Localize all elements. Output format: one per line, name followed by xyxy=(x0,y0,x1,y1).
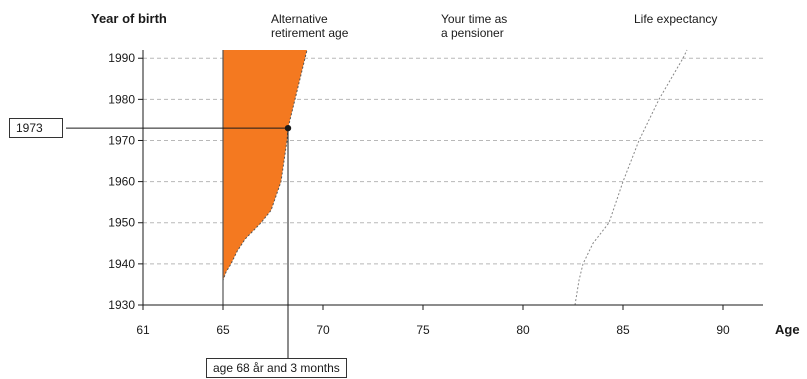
retirement-age-edge xyxy=(222,49,308,305)
age-marker-label: age 68 år and 3 months xyxy=(206,358,347,378)
series-layer xyxy=(222,49,688,306)
y-tick-label: 1930 xyxy=(108,298,135,312)
x-tick-label: 90 xyxy=(716,323,730,337)
x-axis-title: Age xyxy=(775,322,800,337)
x-tick-label: 80 xyxy=(516,323,530,337)
life-expectancy-line xyxy=(574,49,688,306)
marker-layer xyxy=(66,124,292,358)
x-tick-label: 75 xyxy=(416,323,430,337)
x-tick-label: 70 xyxy=(316,323,330,337)
header-retirement-line2: retirement age xyxy=(271,26,349,40)
header-retirement-line1: Alternative xyxy=(271,12,328,26)
header-pension-time-line1: Your time as xyxy=(441,12,508,26)
header-pension-time: Your time as a pensioner xyxy=(441,12,507,40)
year-marker-label: 1973 xyxy=(9,118,63,138)
y-axis-title: Year of birth xyxy=(91,11,167,26)
header-retirement: Alternative retirement age xyxy=(271,12,348,40)
y-tick-labels: 1930 1940 1950 1960 1970 1980 1990 xyxy=(108,51,135,312)
y-tick-label: 1970 xyxy=(108,133,135,147)
y-tick-label: 1990 xyxy=(108,51,135,65)
x-tick-label: 85 xyxy=(616,323,630,337)
retirement-age-area xyxy=(223,50,307,305)
axes xyxy=(138,50,763,310)
y-tick-label: 1960 xyxy=(108,175,135,189)
y-tick-label: 1980 xyxy=(108,92,135,106)
y-tick-label: 1950 xyxy=(108,216,135,230)
x-tick-label: 65 xyxy=(216,323,230,337)
header-pension-time-line2: a pensioner xyxy=(441,26,504,40)
header-life-expectancy: Life expectancy xyxy=(634,12,718,26)
y-tick-label: 1940 xyxy=(108,257,135,271)
x-tick-label: 61 xyxy=(136,323,150,337)
x-tick-labels: 61 65 70 75 80 85 90 xyxy=(136,323,730,337)
gridlines xyxy=(143,57,763,265)
marker-point xyxy=(284,124,292,132)
